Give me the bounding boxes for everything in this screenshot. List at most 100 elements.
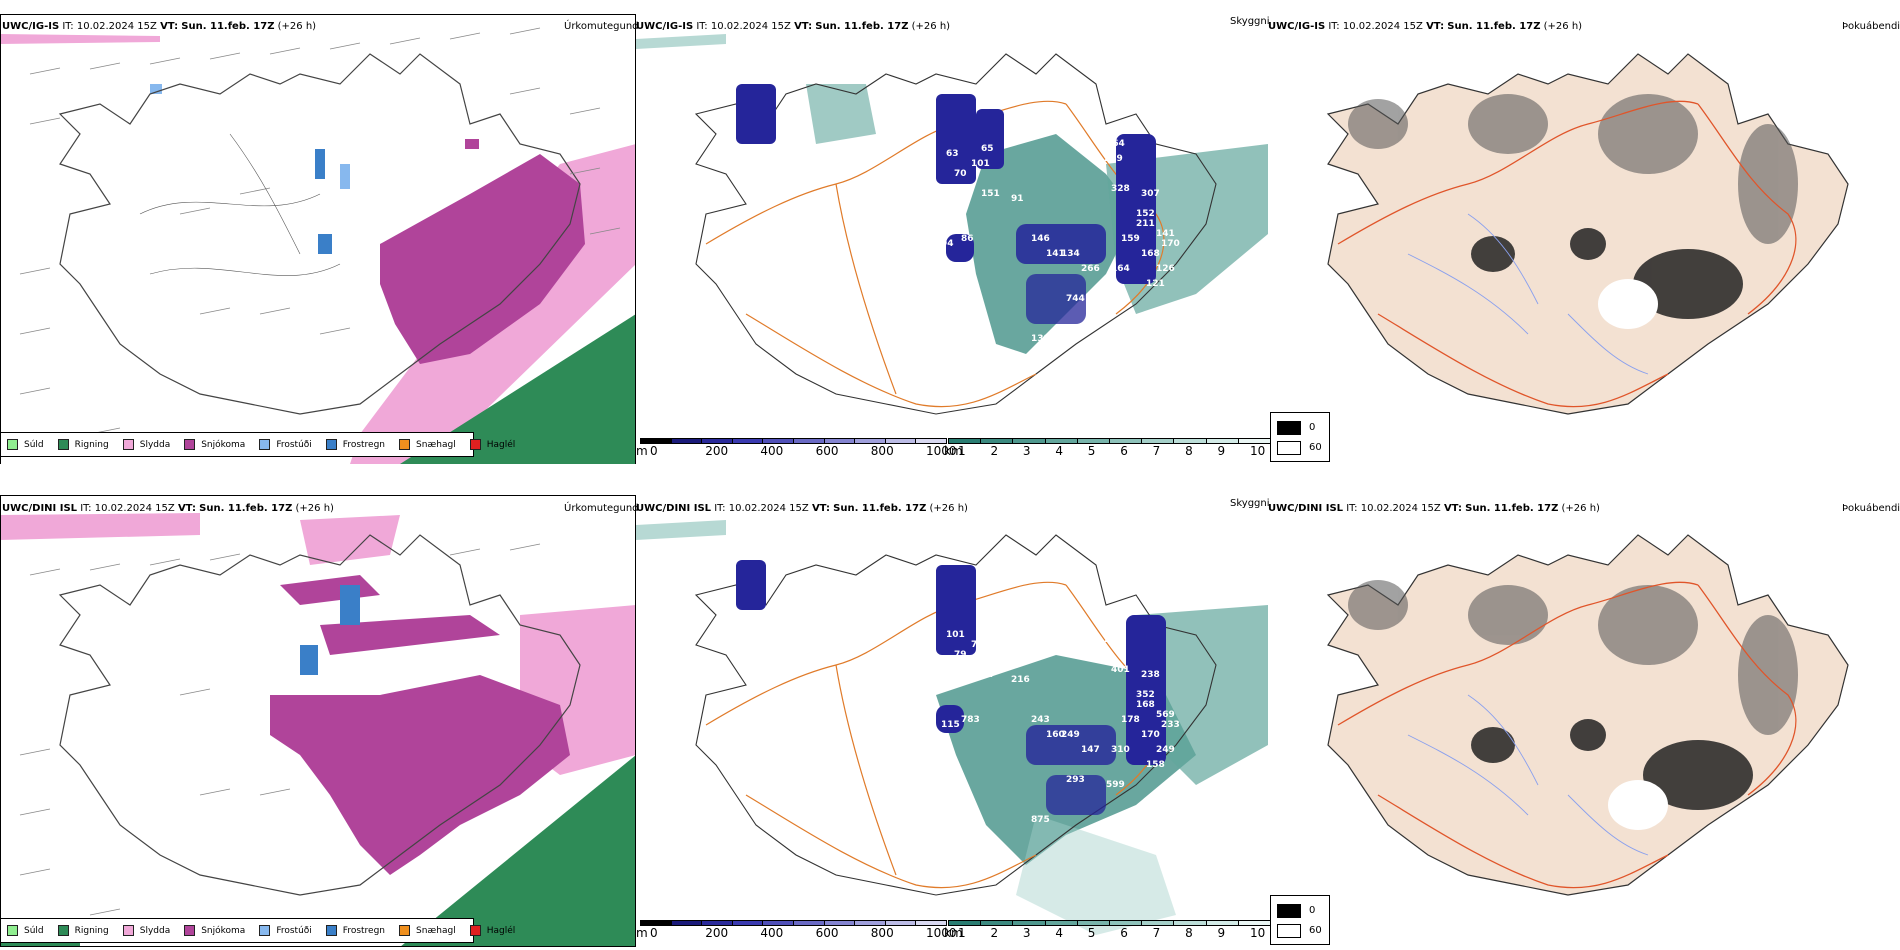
colorbar-tick: 400	[760, 926, 784, 940]
ceiling-value-label: 95	[836, 254, 849, 264]
ceiling-value-label: 249	[1104, 154, 1123, 164]
ceiling-value-label: 159	[1121, 234, 1140, 244]
fog-key-swatch	[1277, 441, 1301, 455]
ceiling-value-label: 744	[1066, 294, 1085, 304]
legend-item-rain: Rigning	[57, 439, 109, 450]
ceiling-value-label: 835	[1106, 620, 1125, 630]
rain-area	[400, 314, 636, 464]
ceiling-value-label: 170	[1141, 730, 1160, 740]
iceland-outline	[58, 53, 581, 415]
ceiling-value-label: 101	[946, 630, 965, 640]
colorbar-tick: 6	[1120, 926, 1128, 940]
ceiling-value-label: 101	[971, 159, 990, 169]
fog-map-canvas	[1326, 534, 1849, 896]
ceiling-value-label: 569	[1156, 710, 1175, 720]
legend-item-freezing-drizzle: Frostúði	[259, 925, 312, 936]
ceiling-value-label: 168	[1136, 700, 1155, 710]
ceiling-value-label: 229	[1104, 635, 1123, 645]
colorbar-tick: 5	[1087, 444, 1096, 458]
colorbar-tick: 0	[650, 926, 658, 940]
visibility-map-1: 63 65 70 101 151 94 86 146 141 134 91 328 307 364 249 2…	[636, 14, 1268, 464]
colorbar-tick: 4	[1055, 444, 1063, 458]
ceiling-colorbar: m 0 200 400 600 800 1000	[636, 438, 957, 462]
precip-map-canvas	[0, 495, 636, 947]
ceiling-value-label: 160	[1046, 730, 1065, 740]
visibility-colorbar: km 1 2 3 4 5 6 7 8 9 10	[944, 920, 1271, 944]
colorbar-tick: 2	[990, 444, 999, 458]
panel-header: UWC/DINI ISL IT: 10.02.2024 15Z VT: Sun.…	[636, 503, 968, 514]
panel-title: Úrkomutegund	[564, 503, 639, 514]
ceiling-value-label: 77	[971, 640, 984, 650]
ceiling-value-label: 63	[946, 149, 959, 159]
ceiling-value-label: 94	[941, 239, 954, 249]
colorbar-tick: 9	[1217, 926, 1226, 940]
fog-map-canvas	[1326, 53, 1849, 415]
ceiling-value-label: 86	[961, 234, 974, 244]
colorbar-tick: 3	[1022, 926, 1031, 940]
fog-key-swatch	[1277, 421, 1301, 435]
colorbar-tick: 8	[1185, 926, 1193, 940]
ceiling-value-label: 134	[1061, 249, 1080, 259]
ceiling-value-label: 147	[1081, 745, 1100, 755]
ceiling-value-label: 238	[1141, 670, 1160, 680]
precip-legend: Súld Rigning Slydda Snjókoma Frostúði Fr…	[0, 918, 515, 943]
ceiling-value-label: 72	[836, 735, 849, 745]
panel-title: Þokuábendi	[1842, 21, 1900, 32]
colorbar-tick: 10	[1250, 926, 1266, 940]
ceiling-value-label: 352	[1136, 690, 1155, 700]
ceiling-value-label: 364	[1106, 139, 1125, 149]
ceiling-value-label: 126	[1156, 264, 1175, 274]
visibility-map-canvas	[636, 34, 1268, 415]
ceiling-value-label: 249	[1156, 745, 1175, 755]
ceiling-value-label: 46	[876, 595, 889, 605]
fog-key: 0 60	[1270, 412, 1330, 462]
fog-key-swatch	[1277, 924, 1301, 938]
ceiling-value-label: 293	[1066, 775, 1085, 785]
panel-header: UWC/IG-IS IT: 10.02.2024 15Z VT: Sun. 11…	[636, 21, 951, 32]
ceiling-value-label: 79	[954, 650, 967, 660]
legend-item-sleet: Slydda	[122, 439, 170, 450]
colorbar-tick: 5	[1087, 926, 1096, 940]
colorbar-tick: 1	[958, 926, 966, 940]
colorbar-tick: 8	[1185, 444, 1193, 458]
colorbar-tick: 2	[990, 926, 999, 940]
ceiling-value-label: 122	[871, 239, 890, 249]
colorbar-segment	[731, 920, 764, 926]
colorbar-tick: 600	[815, 444, 839, 458]
colorbar-tick: 1000	[926, 444, 957, 458]
ceiling-value-label: 266	[1081, 264, 1100, 274]
ceiling-value-label: 141	[1156, 229, 1175, 239]
colorbar-tick: 10	[1250, 444, 1266, 458]
colorbar-tick: 4	[1055, 926, 1063, 940]
ceiling-value-label: 121	[1146, 279, 1165, 289]
ceiling-value-label: 167	[1106, 299, 1125, 309]
ceiling-value-label: 118	[871, 720, 890, 730]
legend-item-sleet: Slydda	[122, 925, 170, 936]
ceiling-value-label: 115	[941, 720, 960, 730]
colorbar-tick: 200	[705, 444, 729, 458]
ceiling-value-label: 152	[1136, 209, 1155, 219]
colorbar-segment	[670, 438, 703, 444]
ceiling-value-label: 211	[1136, 219, 1155, 229]
ceiling-value-label: 168	[1141, 249, 1160, 259]
precip-type-map-2: Súld Rigning Slydda Snjókoma Frostúði Fr…	[0, 495, 636, 947]
colorbar-tick: 0	[650, 444, 658, 458]
ceiling-value-label: 146	[1031, 234, 1050, 244]
snow-area	[380, 154, 585, 364]
precip-map-canvas	[0, 14, 636, 464]
fog-key-swatch	[1277, 904, 1301, 918]
legend-item-rain: Rigning	[57, 925, 109, 936]
ceiling-value-label: 94	[981, 670, 994, 680]
colorbar-segment	[915, 920, 947, 926]
legend-item-freezing-drizzle: Frostúði	[259, 439, 312, 450]
ceiling-value-label: 138	[1031, 334, 1050, 344]
ceiling-value-label: 91	[1011, 194, 1024, 204]
ceiling-value-label: 310	[1111, 745, 1130, 755]
map-frame	[0, 14, 636, 464]
ceiling-value-label: 170	[1161, 239, 1180, 249]
legend-item-snow: Snjókoma	[184, 439, 245, 450]
colorbar-segment	[731, 438, 764, 444]
panel-title: Skyggni	[1230, 16, 1270, 27]
legend-item-hail: Haglél	[469, 925, 515, 936]
ceiling-value-label: 164	[1111, 264, 1130, 274]
